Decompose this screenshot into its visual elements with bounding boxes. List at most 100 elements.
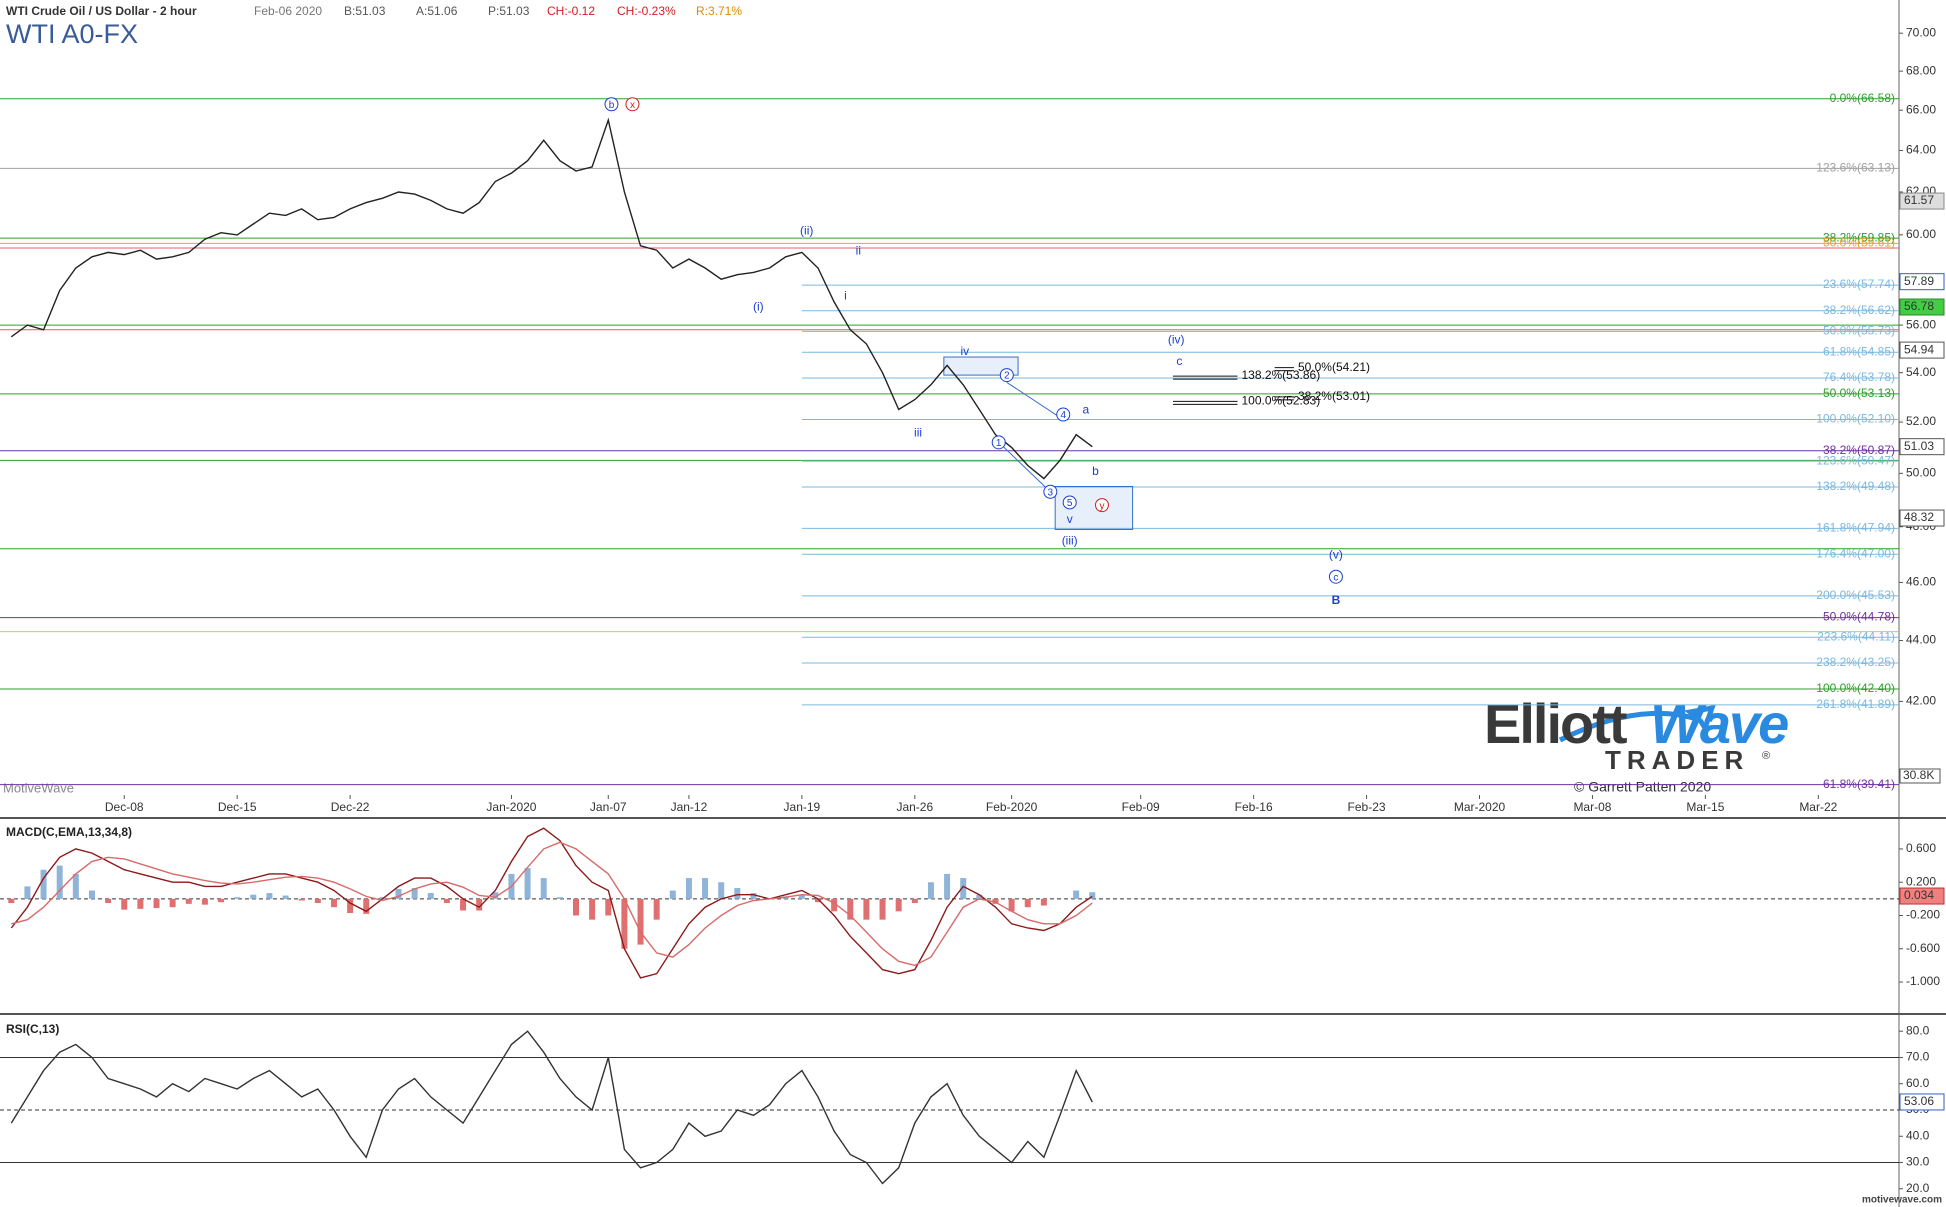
series-line [10,1030,1093,1185]
wave-label: c [1333,572,1338,583]
y-tick-label: 56.00 [1906,317,1936,331]
price-marker [1899,1093,1945,1111]
wave-label: a [1082,403,1089,417]
wave-label: v [1067,512,1073,526]
price-marker [1899,298,1945,316]
fib-label: 50.0%(44.78) [1823,610,1895,624]
histogram-bar [314,898,321,904]
histogram-bar [960,878,967,899]
series-line [10,117,1093,480]
histogram-bar [605,898,612,916]
price-marker-label: 48.32 [1904,510,1934,524]
histogram-bar [1024,898,1031,908]
histogram-bar [234,897,241,899]
histogram-bar [895,898,902,912]
wave-label: y [1099,501,1104,512]
histogram-bar [330,898,337,908]
y-tick-label: 46.00 [1906,575,1936,589]
histogram-bar [201,898,208,905]
fib-label: 238.2%(43.25) [1816,655,1895,669]
wave-label: 1 [996,438,1002,449]
y-tick-label: 30.0 [1906,1155,1930,1169]
x-tick-label: Dec-22 [331,800,370,814]
x-tick-label: Jan-26 [896,800,933,814]
histogram-bar [1073,890,1080,899]
histogram-bar [637,898,644,945]
histogram-bar [298,898,305,901]
pane-rsi: 80.070.060.050.040.030.020.0RSI(C,13)53.… [0,1022,1945,1195]
histogram-bar [734,888,741,899]
price-marker-label: 54.94 [1904,342,1934,356]
histogram-bar [169,898,176,908]
price-marker [1899,509,1945,527]
pane-title: RSI(C,13) [6,1022,59,1036]
histogram-bar [24,886,31,899]
logo: Elliott Wave TRADER ® © Garrett Patten 2… [1484,692,1790,795]
fib-label: 123.6%(63.13) [1816,161,1895,175]
histogram-bar [589,898,596,920]
x-tick-label: Mar-15 [1686,800,1724,814]
y-tick-label: -0.200 [1906,908,1940,922]
fib-label: 261.8%(41.89) [1816,697,1895,711]
logo-word: TRADER [1605,745,1749,775]
histogram-bar [347,898,354,914]
y-tick-label: 70.00 [1906,25,1936,39]
histogram-bar [863,898,870,920]
y-tick-label: -0.600 [1906,941,1940,955]
fib-label: 38.2%(56.62) [1823,303,1895,317]
fib-label: 61.8%(54.85) [1823,344,1895,358]
wave-circle [1094,498,1109,513]
histogram-bar [1040,898,1047,906]
y-tick-label: 42.00 [1906,694,1936,708]
x-tick-label: Feb-09 [1122,800,1160,814]
x-tick-label: Jan-19 [784,800,821,814]
wave-label: b [1092,464,1099,478]
histogram-bar [88,890,95,899]
histogram-bar [976,894,983,899]
histogram-bar [572,898,579,916]
histogram-bar [556,897,563,899]
copyright: © Garrett Patten 2020 [1574,779,1711,795]
histogram-bar [685,878,692,899]
histogram-bar [798,894,805,899]
wave-label: x [630,100,635,111]
histogram-bar [250,894,257,899]
wave-circle [1062,495,1077,510]
histogram-bar [879,898,886,920]
wave-circle [991,435,1006,450]
watermark: MotiveWave [3,780,74,795]
x-tick-label: Feb-23 [1348,800,1386,814]
histogram-bar [992,898,999,904]
pane-macd: 0.600 0.200 -0.200 -0.600 -1.000 MACD(C,EMA,1… [0,825,1945,988]
wave-circle [1056,407,1071,422]
histogram-bar [718,882,725,899]
wave-label: (iii) [1062,534,1078,548]
series-line [10,827,1093,979]
x-tick-label: Feb-16 [1235,800,1273,814]
wave-label: i [844,288,847,302]
histogram-bar [8,898,15,904]
histogram-bar [1008,898,1015,912]
y-tick-label: 68.00 [1906,63,1936,77]
fib-label: 123.6%(50.47) [1816,453,1895,467]
wave-circle [625,97,640,112]
wave-label: (ii) [800,224,813,238]
histogram-bar [137,898,144,909]
y-tick-label: 60.0 [1906,1076,1930,1090]
y-tick-label: 66.00 [1906,102,1936,116]
y-tick-label: 0.200 [1906,874,1936,888]
fib-label: 200.0%(45.53) [1816,588,1895,602]
y-tick-label: 20.0 [1906,1181,1930,1195]
volume-box [1899,768,1941,784]
pane-title: MACD(C,EMA,13,34,8) [6,825,132,839]
fib-label: 50.0%(55.73) [1823,324,1895,338]
x-tick-label: Dec-15 [218,800,257,814]
fib-label: 38.2%(50.87) [1823,443,1895,457]
y-tick-label: 54.00 [1906,365,1936,379]
volume-label: 30.8K [1903,768,1934,782]
histogram-bar [266,893,273,899]
x-tick-label: Jan-2020 [486,800,536,814]
y-tick-label: 80.0 [1906,1023,1930,1037]
quote-field: B:51.03 [344,4,386,18]
